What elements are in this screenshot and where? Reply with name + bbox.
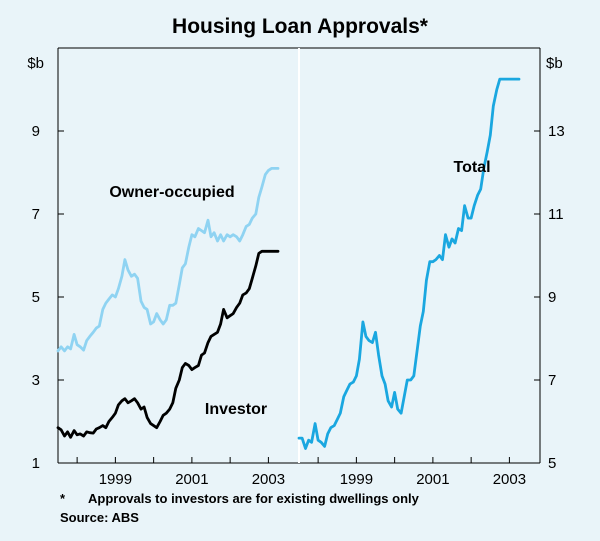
ytick-label: 1 bbox=[32, 455, 40, 472]
xtick-label: 2003 bbox=[493, 471, 526, 488]
footnote-text: Approvals to investors are for existing … bbox=[88, 491, 420, 506]
panel-right: 5 7 9 11 13 $b 1999 2001 2003 Total bbox=[297, 55, 565, 488]
xtick-label: 2001 bbox=[416, 471, 449, 488]
ytick-label: 13 bbox=[548, 123, 565, 140]
ytick-label: 3 bbox=[32, 372, 40, 389]
ytick-label: 9 bbox=[32, 123, 40, 140]
series-label-investor: Investor bbox=[205, 401, 267, 418]
ytick-label: 5 bbox=[548, 455, 556, 472]
ytick-label: 9 bbox=[548, 289, 556, 306]
xtick-label: 1999 bbox=[340, 471, 373, 488]
ytick-label: 5 bbox=[32, 289, 40, 306]
ytick-label: 7 bbox=[548, 372, 556, 389]
y-unit-label: $b bbox=[27, 55, 44, 72]
xtick-label: 2001 bbox=[175, 471, 208, 488]
ytick-label: 11 bbox=[548, 206, 564, 223]
ytick-label: 7 bbox=[32, 206, 40, 223]
series-line-investor bbox=[56, 249, 280, 439]
source-note: Source: ABS bbox=[60, 510, 139, 525]
y-unit-label: $b bbox=[546, 55, 563, 72]
chart-title: Housing Loan Approvals* bbox=[172, 15, 429, 38]
series-label-total: Total bbox=[453, 159, 490, 176]
xtick-label: 2003 bbox=[252, 471, 285, 488]
footnote-marker: * bbox=[60, 491, 66, 506]
xtick-label: 1999 bbox=[99, 471, 132, 488]
series-line-total bbox=[297, 77, 521, 450]
series-line-owner-occupied bbox=[56, 166, 280, 353]
panel-left: 1 3 5 7 9 $b 1999 2001 2003 Owner-occupied Investo… bbox=[27, 55, 285, 488]
series-label-owner-occupied: Owner-occupied bbox=[109, 184, 234, 201]
